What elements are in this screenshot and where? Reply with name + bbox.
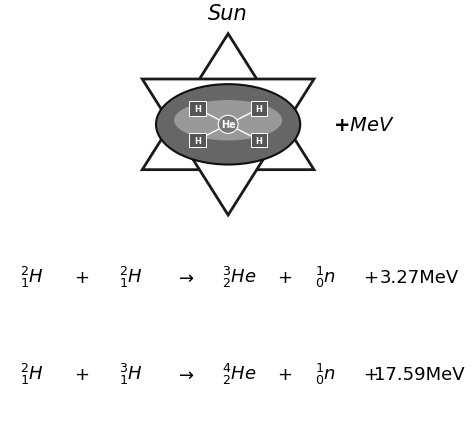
Polygon shape — [142, 34, 314, 170]
Text: $+$: $+$ — [74, 365, 89, 383]
Text: $^{3}_{1}H$: $^{3}_{1}H$ — [119, 361, 143, 386]
Bar — [189, 102, 206, 117]
Text: $\rightarrow$: $\rightarrow$ — [175, 268, 195, 286]
Bar — [251, 133, 267, 148]
Text: $^{1}_{0}n$: $^{1}_{0}n$ — [315, 264, 336, 290]
Text: 17.59MeV: 17.59MeV — [374, 365, 465, 383]
Text: $+$: $+$ — [363, 365, 378, 383]
Text: Sun: Sun — [208, 4, 248, 25]
Polygon shape — [142, 80, 314, 215]
Ellipse shape — [174, 101, 282, 141]
Text: 3.27MeV: 3.27MeV — [380, 268, 459, 286]
Text: $+$: $+$ — [277, 365, 292, 383]
Text: $+$: $+$ — [74, 268, 89, 286]
Text: $+$: $+$ — [363, 268, 378, 286]
Bar — [251, 102, 267, 117]
Text: $^{3}_{2}He$: $^{3}_{2}He$ — [222, 264, 256, 290]
Text: $^{4}_{2}He$: $^{4}_{2}He$ — [222, 361, 256, 386]
Text: H: H — [255, 105, 262, 114]
Text: $^{2}_{1}H$: $^{2}_{1}H$ — [20, 264, 44, 290]
Text: H: H — [194, 105, 201, 114]
Bar — [189, 133, 206, 148]
Circle shape — [218, 116, 238, 134]
Ellipse shape — [156, 85, 300, 165]
Text: $^{1}_{0}n$: $^{1}_{0}n$ — [315, 361, 336, 386]
Text: $\rightarrow$: $\rightarrow$ — [175, 365, 195, 383]
Text: H: H — [194, 136, 201, 145]
Text: $+$: $+$ — [277, 268, 292, 286]
Text: $^{2}_{1}H$: $^{2}_{1}H$ — [20, 361, 44, 386]
Text: He: He — [221, 120, 236, 130]
Text: $^{2}_{1}H$: $^{2}_{1}H$ — [119, 264, 143, 290]
Text: +$\it{Me}$$\it{V}$: +$\it{Me}$$\it{V}$ — [332, 116, 394, 135]
Text: H: H — [255, 136, 262, 145]
